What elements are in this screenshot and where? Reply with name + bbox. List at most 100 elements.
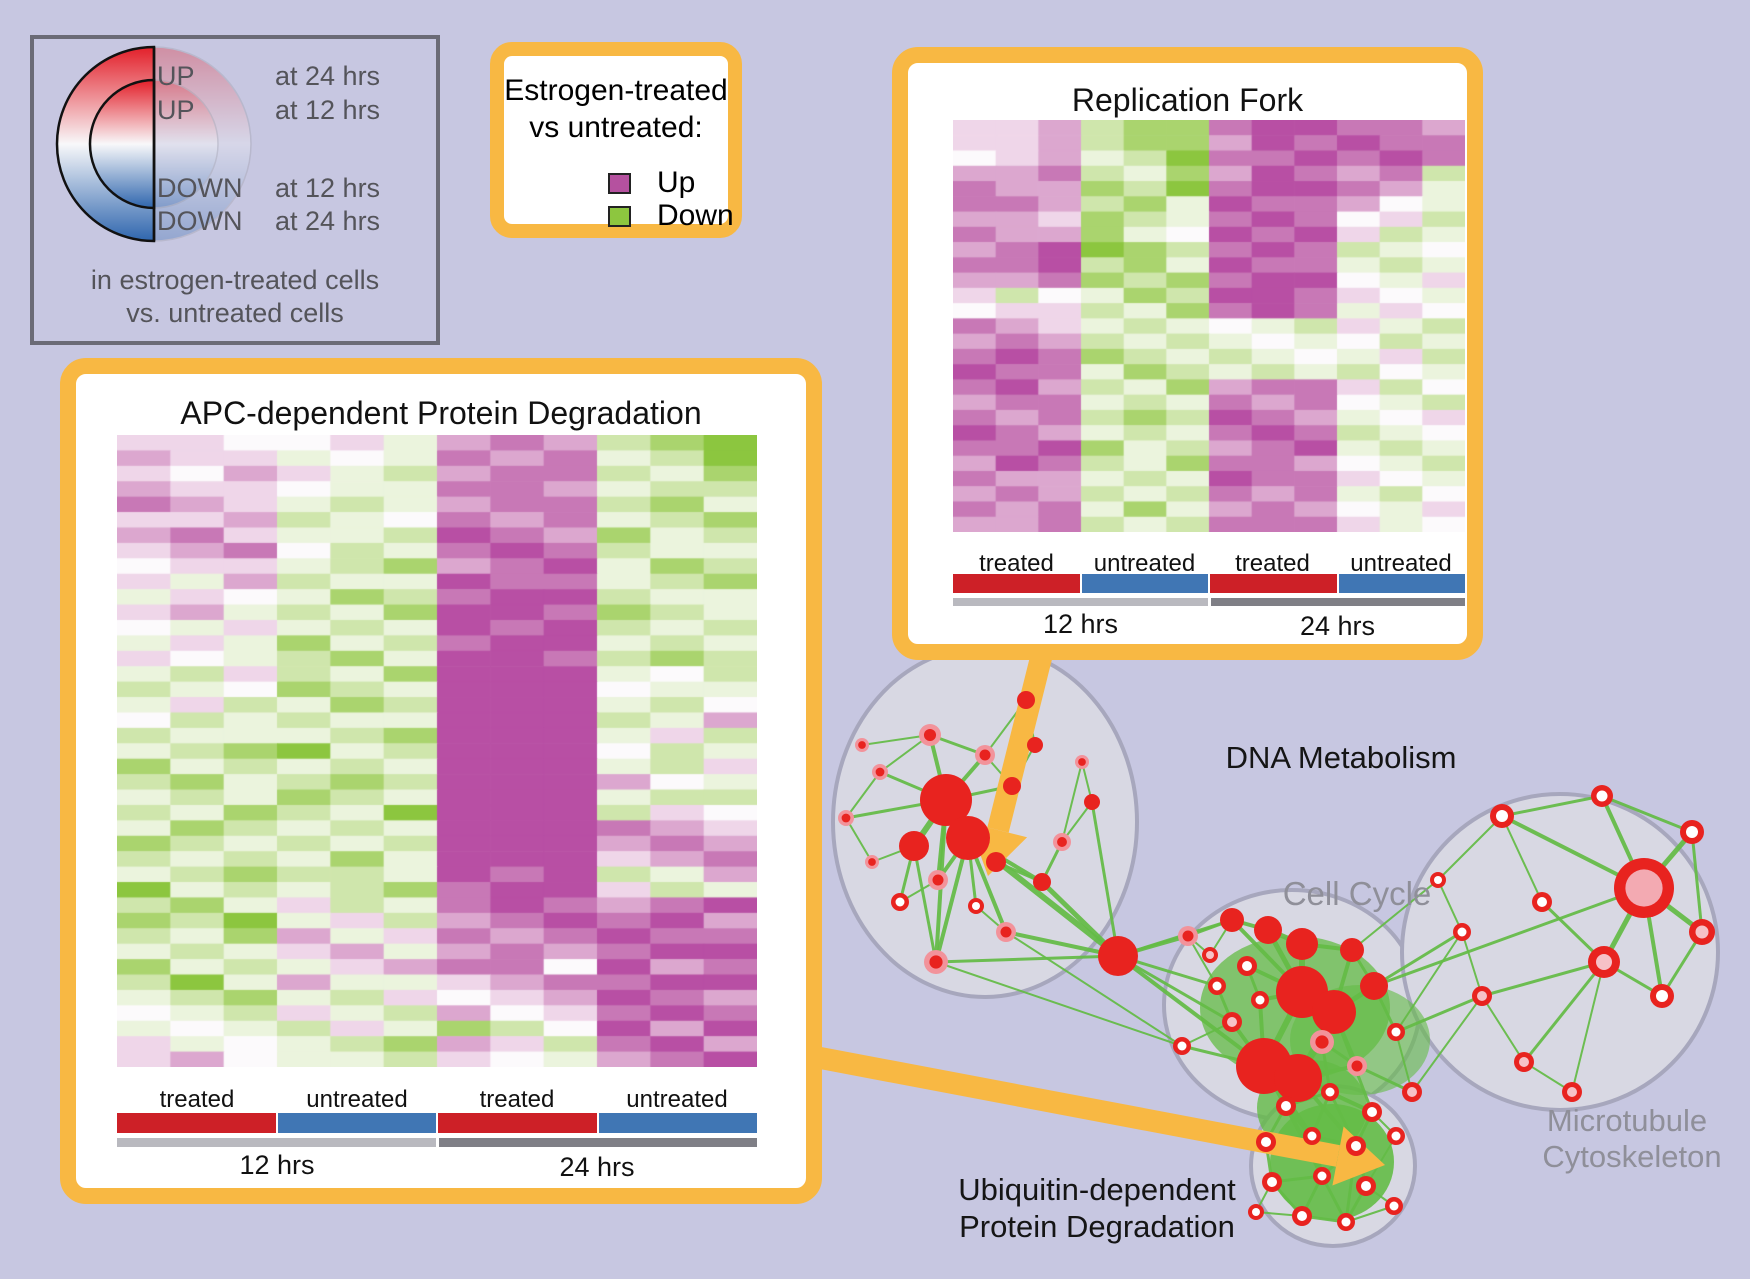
legend-down-12-time: at 12 hrs	[275, 173, 381, 203]
network-node-center	[1519, 1057, 1529, 1067]
down-label: Down	[657, 199, 734, 232]
network-node-core	[979, 749, 991, 761]
apc-group-label-4: untreated	[626, 1086, 728, 1113]
apc-time-bar	[117, 1138, 757, 1147]
color-key-title-line1: Estrogen-treated	[504, 74, 728, 107]
network-edge	[1117, 954, 1233, 1024]
network-node-core	[923, 728, 937, 742]
arrow-to-ubiquitin-head	[1332, 1126, 1385, 1186]
network-node-center	[1567, 1087, 1577, 1097]
color-key-title-line2: vs untreated:	[529, 111, 703, 144]
up-color-swatch	[608, 172, 631, 194]
network-node-solid	[1254, 916, 1282, 944]
network-node-core	[1078, 758, 1086, 766]
cluster-label-cell-cycle: Cell Cycle	[1283, 875, 1432, 912]
network-node-core	[929, 955, 943, 969]
network-node-solid	[1098, 936, 1138, 976]
network-node-center	[1656, 990, 1668, 1002]
network-node-solid	[1084, 794, 1100, 810]
network-node-center	[1434, 876, 1442, 884]
network-node-center	[1255, 995, 1265, 1005]
apc-time-label-12: 12 hrs	[239, 1150, 315, 1180]
network-node-center	[1206, 951, 1214, 959]
replication-fork-panel: Replication Fork treated untreated treat…	[892, 47, 1483, 660]
network-node-solid	[1312, 990, 1356, 1034]
cluster-label-microtubule-1: Microtubule	[1547, 1103, 1707, 1138]
network-edge	[1090, 801, 1120, 957]
network-node-center	[1307, 1131, 1317, 1141]
treatment-bar-segment	[953, 574, 1080, 593]
legend-up-12-time: at 12 hrs	[275, 95, 381, 125]
network-node-solid	[1027, 737, 1043, 753]
network-node-center	[895, 897, 905, 907]
network-node-solid	[1017, 691, 1035, 709]
network-node-center	[1391, 1131, 1401, 1141]
legend-caption-line2: vs. untreated cells	[126, 298, 344, 328]
network-node-core	[1351, 1060, 1363, 1072]
gradient-legend-box: UP at 24 hrs UP at 12 hrs DOWN at 12 hrs…	[30, 35, 440, 345]
network-node-solid	[1274, 1054, 1322, 1102]
network-node-center	[1596, 954, 1612, 970]
treatment-bar-segment	[277, 1113, 436, 1133]
treatment-bar-segment	[1210, 574, 1337, 593]
network-node-center	[1267, 1177, 1277, 1187]
legend-caption-line1: in estrogen-treated cells	[90, 265, 380, 295]
rf-group-label-3: treated	[1235, 550, 1310, 577]
network-node-core	[1057, 837, 1067, 847]
estrogen-color-key: Estrogen-treated vs untreated: Up Down	[490, 42, 742, 238]
network-edge	[861, 734, 931, 746]
network-edge	[935, 954, 1119, 964]
apc-heatmap	[117, 435, 757, 1067]
network-node-solid	[920, 774, 972, 826]
network-node-core	[875, 767, 885, 777]
network-node-center	[1297, 1211, 1307, 1221]
network-node-core	[1000, 926, 1012, 938]
network-node-solid	[1340, 938, 1364, 962]
network-node-center	[1177, 1041, 1187, 1051]
network-node-solid	[1033, 873, 1051, 891]
network-node-center	[1325, 1087, 1335, 1097]
network-node-center	[972, 902, 980, 910]
network-edge	[1061, 761, 1083, 843]
network-edge	[1461, 931, 1483, 997]
network-node-center	[1367, 1107, 1377, 1117]
apc-group-label-1: treated	[159, 1086, 235, 1113]
network-edge	[1356, 1064, 1413, 1094]
cluster-circle-dna	[831, 645, 1139, 999]
network-node-core	[932, 874, 944, 886]
network-node-center	[1361, 1181, 1371, 1191]
network-edge	[1005, 931, 1183, 1047]
network-edge	[1690, 831, 1704, 933]
network-edge	[1437, 879, 1463, 933]
inner-circle-right-half	[153, 79, 219, 209]
legend-down-12-label: DOWN	[157, 173, 243, 203]
rf-group-label-4: untreated	[1350, 550, 1452, 577]
network-node-center	[1261, 1137, 1271, 1147]
network-node-core	[1315, 1035, 1329, 1049]
network-node-center	[1341, 1217, 1351, 1227]
network-edge	[1395, 1031, 1413, 1093]
apc-group-label-3: treated	[479, 1086, 555, 1113]
network-edge	[845, 771, 881, 819]
rf-treatment-bar	[953, 574, 1465, 593]
network-node-center	[1537, 897, 1547, 907]
cluster-label-ubiquitin-1: Ubiquitin-dependent	[958, 1172, 1236, 1207]
network-node-center	[1281, 1101, 1291, 1111]
cluster-label-ubiquitin-2: Protein Degradation	[959, 1209, 1235, 1244]
network-node-solid	[1220, 908, 1244, 932]
network-edge	[1522, 961, 1606, 1063]
time-bar-segment	[438, 1138, 757, 1147]
network-node-center	[1457, 927, 1467, 937]
treatment-bar-segment	[598, 1113, 757, 1133]
arrow-to-dna-metabolism-shaft	[987, 647, 1054, 833]
treatment-bar-segment	[1338, 574, 1465, 593]
network-node-center	[1496, 810, 1508, 822]
inner-circle-left-half	[88, 78, 156, 210]
apc-treatment-bar	[117, 1113, 757, 1133]
network-node-solid	[946, 816, 990, 860]
apc-title: APC-dependent Protein Degradation	[180, 395, 702, 431]
treatment-bar-segment	[438, 1113, 597, 1133]
network-node-core	[858, 741, 866, 749]
